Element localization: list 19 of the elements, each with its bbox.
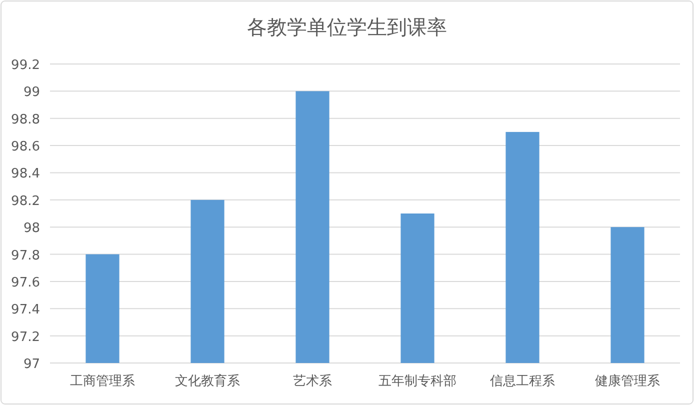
y-tick-label: 97 bbox=[23, 357, 40, 372]
y-tick-label: 99.2 bbox=[11, 58, 40, 73]
y-tick-label: 97.6 bbox=[11, 275, 40, 290]
x-tick-label: 工商管理系 bbox=[70, 374, 135, 389]
y-tick-label: 97.4 bbox=[11, 302, 40, 318]
y-tick-label: 97.8 bbox=[11, 248, 40, 264]
x-tick-label: 五年制专科部 bbox=[378, 374, 456, 389]
y-tick-label: 97.2 bbox=[11, 330, 40, 345]
y-tick-label: 98.6 bbox=[11, 140, 40, 155]
x-tick-label: 健康管理系 bbox=[595, 374, 660, 389]
y-tick-label: 98.8 bbox=[11, 112, 40, 128]
y-tick-label: 98.4 bbox=[11, 166, 40, 182]
y-tick-label: 98.2 bbox=[11, 194, 40, 209]
y-tick-label: 98 bbox=[23, 221, 40, 236]
y-tick-label: 99 bbox=[23, 85, 40, 100]
chart-title: 各教学单位学生到课率 bbox=[247, 15, 447, 39]
x-tick-label: 信息工程系 bbox=[490, 374, 555, 389]
x-tick-label: 艺术系 bbox=[293, 374, 332, 389]
x-tick-label: 文化教育系 bbox=[175, 373, 240, 389]
